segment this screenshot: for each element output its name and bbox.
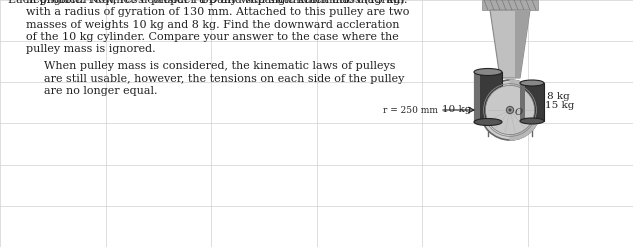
Bar	[474, 72, 480, 122]
Bar	[474, 72, 502, 122]
Ellipse shape	[520, 80, 544, 86]
Polygon shape	[490, 10, 530, 78]
Circle shape	[508, 108, 511, 111]
Text: with a radius of gyration of 130 mm. Attached to this pulley are two: with a radius of gyration of 130 mm. Att…	[26, 7, 410, 17]
Text: 10 kg: 10 kg	[442, 105, 471, 114]
Text: of the 10 kg cylinder. Compare your answer to the case where the: of the 10 kg cylinder. Compare your answ…	[26, 32, 399, 42]
Text: negligible. Now, let’s consider a pully with significant mass (15 kg): negligible. Now, let’s consider a pully …	[26, 0, 404, 5]
Bar	[482, 0, 538, 10]
Circle shape	[506, 106, 513, 114]
Text: Each problem requires a proper FBD and separate kinematic diagram.: Each problem requires a proper FBD and s…	[8, 0, 408, 5]
Bar	[520, 83, 544, 121]
Polygon shape	[510, 80, 540, 140]
Ellipse shape	[474, 119, 502, 125]
Circle shape	[486, 85, 535, 135]
Circle shape	[480, 80, 540, 140]
Text: are no longer equal.: are no longer equal.	[44, 86, 158, 96]
Text: O: O	[515, 107, 523, 117]
Text: pulley mass is ignored.: pulley mass is ignored.	[26, 44, 156, 55]
Text: masses of weights 10 kg and 8 kg. Find the downward accleration: masses of weights 10 kg and 8 kg. Find t…	[26, 20, 399, 29]
Text: r = 250 mm: r = 250 mm	[383, 105, 438, 115]
Ellipse shape	[520, 118, 544, 124]
Bar	[520, 83, 525, 121]
Ellipse shape	[474, 68, 502, 76]
Text: When pulley mass is considered, the kinematic laws of pulleys: When pulley mass is considered, the kine…	[44, 61, 396, 71]
Text: 15 kg: 15 kg	[545, 101, 574, 109]
Polygon shape	[515, 10, 530, 78]
Text: are still usable, however, the tensions on each side of the pulley: are still usable, however, the tensions …	[44, 74, 404, 83]
Text: 8 kg: 8 kg	[547, 92, 570, 101]
